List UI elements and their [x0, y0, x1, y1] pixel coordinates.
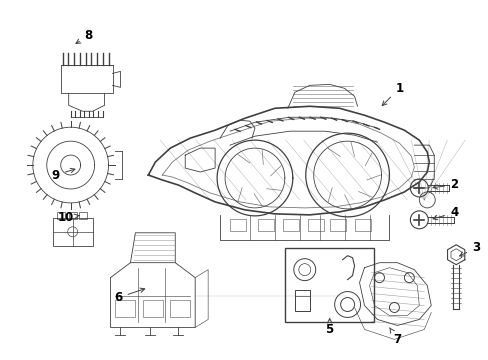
Bar [53, 218, 92, 246]
Text: 1: 1 [382, 82, 403, 105]
Text: 5: 5 [325, 319, 333, 336]
Bar [170, 300, 190, 318]
Bar [258, 219, 273, 231]
Text: 4: 4 [432, 206, 457, 220]
Bar [307, 219, 323, 231]
Bar [68, 212, 77, 219]
Text: 7: 7 [389, 328, 401, 346]
Text: 6: 6 [114, 288, 144, 304]
Text: 10: 10 [58, 211, 79, 224]
Text: 3: 3 [459, 241, 479, 256]
Text: 9: 9 [52, 168, 75, 181]
Bar [354, 219, 370, 231]
Bar [79, 212, 86, 219]
Bar [282, 219, 298, 231]
Text: 2: 2 [432, 179, 457, 192]
Bar [285, 248, 374, 323]
Text: 8: 8 [76, 29, 93, 44]
Bar [143, 300, 163, 318]
Bar [329, 219, 345, 231]
Bar [57, 212, 64, 219]
Bar [115, 300, 135, 318]
Bar [229, 219, 245, 231]
Bar [294, 289, 309, 311]
Bar [61, 66, 112, 93]
